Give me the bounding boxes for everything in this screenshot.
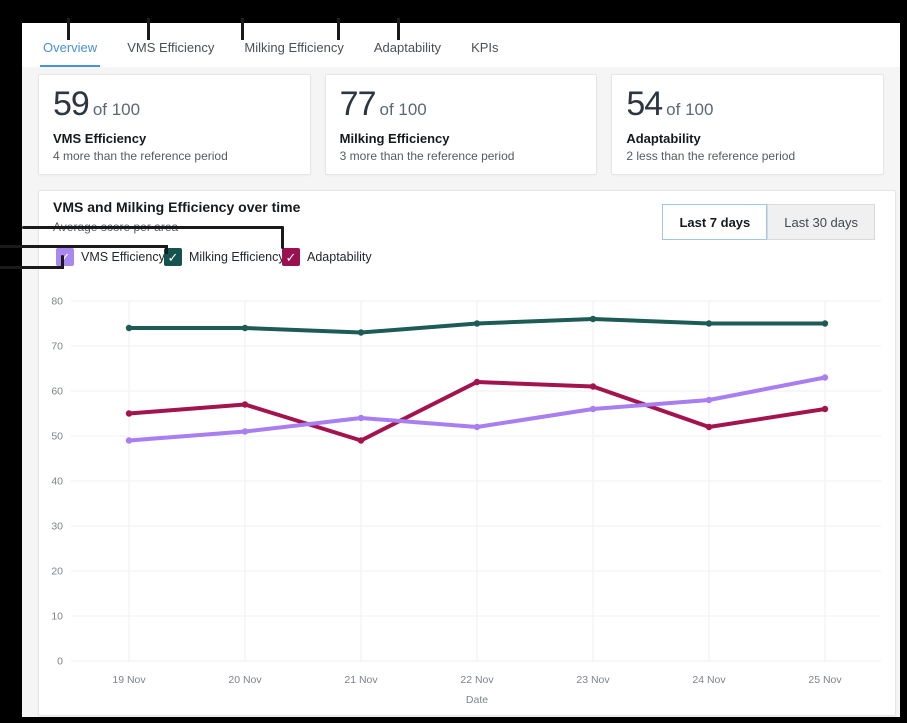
tab-adaptability[interactable]: Adaptability: [373, 39, 442, 55]
stat-value-row: 59 of 100: [53, 85, 296, 124]
data-point: [125, 410, 133, 417]
annotation-line-vms-h: [0, 266, 64, 269]
data-point: [473, 378, 481, 386]
y-tick-label: 50: [51, 431, 63, 443]
tab-milking-efficiency[interactable]: Milking Efficiency: [244, 39, 344, 55]
x-tick-label: 21 Nov: [344, 674, 378, 686]
chart-title: VMS and Milking Efficiency over time: [53, 199, 301, 215]
checkmark-icon: ✓: [285, 249, 297, 265]
stat-subtitle: 3 more than the reference period: [339, 149, 515, 163]
legend-label: VMS Efficiency: [81, 250, 165, 264]
legend-item-adaptability[interactable]: ✓ Adaptability: [282, 248, 372, 266]
x-axis-title: Date: [466, 694, 488, 706]
line-chart: 0 10 20 30 40 50 60 70 80 19 Nov 20 Nov 21 Nov 22 No…: [51, 296, 881, 706]
data-point: [821, 320, 829, 327]
checkmark-icon: ✓: [59, 249, 71, 265]
annotation-tick-vms-efficiency: [147, 18, 150, 40]
data-point: [125, 437, 133, 444]
tab-bar: Overview VMS Efficiency Milking Efficiency…: [22, 23, 900, 67]
data-point: [241, 324, 249, 332]
legend-item-milking-efficiency[interactable]: ✓ Milking Efficiency: [164, 248, 285, 266]
data-point: [357, 437, 365, 444]
annotation-line-milking-h: [0, 245, 168, 248]
stat-value: 77: [339, 85, 377, 123]
annotation-tick-milking-efficiency: [241, 18, 244, 40]
x-tick-label: 22 Nov: [460, 674, 494, 686]
stat-denominator: of 100: [92, 100, 141, 119]
annotation-line-milking-v: [165, 245, 168, 254]
x-tick-label: 23 Nov: [576, 674, 610, 686]
y-tick-label: 0: [57, 656, 63, 668]
data-point: [241, 428, 249, 435]
annotation-line-vms-v: [61, 255, 64, 269]
annotation-line-adaptability-v: [281, 226, 284, 249]
range-button-last-30-days[interactable]: Last 30 days: [767, 204, 875, 240]
date-range-toggle: Last 7 days Last 30 days: [662, 204, 875, 240]
y-tick-label: 40: [51, 476, 63, 488]
y-tick-label: 10: [51, 611, 63, 623]
data-point: [357, 329, 365, 336]
annotation-tick-adaptability: [337, 18, 340, 40]
x-tick-label: 24 Nov: [692, 674, 726, 686]
y-tick-label: 60: [51, 386, 63, 398]
stat-title: VMS Efficiency: [53, 131, 147, 146]
data-point: [589, 383, 597, 390]
stat-denominator: of 100: [379, 100, 427, 119]
annotation-tick-overview: [67, 18, 70, 40]
chart-card: VMS and Milking Efficiency over time Ave…: [38, 190, 896, 716]
data-point: [705, 396, 713, 404]
stat-value: 59: [53, 85, 90, 123]
stat-title: Adaptability: [626, 131, 701, 146]
data-point: [705, 320, 713, 327]
app-window: Overview VMS Efficiency Milking Efficiency…: [22, 23, 900, 717]
data-point: [473, 320, 481, 327]
data-point: [821, 405, 829, 413]
y-tick-label: 70: [51, 341, 63, 353]
x-tick-label: 20 Nov: [228, 674, 262, 686]
x-tick-label: 19 Nov: [112, 674, 146, 686]
data-point: [241, 401, 249, 408]
data-point: [357, 414, 365, 422]
data-point: [473, 423, 481, 431]
tab-vms-efficiency[interactable]: VMS Efficiency: [127, 39, 215, 55]
x-tick-label: 25 Nov: [808, 674, 842, 686]
stat-title: Milking Efficiency: [339, 131, 450, 146]
data-point: [705, 423, 713, 431]
y-tick-label: 30: [51, 521, 63, 533]
stat-card-milking-efficiency: 77 of 100 Milking Efficiency 3 more than th…: [324, 74, 598, 175]
data-point: [125, 324, 133, 332]
stat-card-adaptability: 54 of 100 Adaptability 2 less than the refe…: [611, 74, 885, 175]
data-point: [821, 374, 829, 381]
chart-legend: ✓ VMS Efficiency ✓ Milking Efficiency ✓ Adapt…: [39, 248, 895, 266]
data-point: [589, 405, 597, 413]
stat-subtitle: 2 less than the reference period: [626, 149, 796, 163]
range-button-last-7-days[interactable]: Last 7 days: [662, 204, 768, 240]
checkbox-milking-efficiency[interactable]: ✓: [164, 248, 182, 266]
stat-value-row: 54 of 100: [626, 85, 869, 124]
stat-subtitle: 4 more than the reference period: [53, 149, 228, 163]
annotation-tick-kpis: [397, 18, 400, 40]
checkbox-vms-efficiency[interactable]: ✓: [56, 248, 74, 266]
legend-item-vms-efficiency[interactable]: ✓ VMS Efficiency: [56, 248, 165, 266]
legend-label: Adaptability: [307, 250, 372, 264]
y-tick-label: 20: [51, 566, 63, 578]
tab-kpis[interactable]: KPIs: [471, 39, 499, 55]
checkmark-icon: ✓: [167, 249, 179, 265]
stat-card-vms-efficiency: 59 of 100 VMS Efficiency 4 more than the re…: [38, 74, 311, 175]
stat-value: 54: [626, 85, 663, 123]
checkbox-adaptability[interactable]: ✓: [282, 248, 300, 266]
legend-label: Milking Efficiency: [189, 250, 285, 264]
data-point: [589, 315, 597, 323]
stat-value-row: 77 of 100: [340, 85, 583, 124]
y-tick-label: 80: [51, 296, 63, 308]
annotation-line-adaptability-h: [22, 226, 284, 229]
tab-overview[interactable]: Overview: [40, 29, 101, 67]
stat-denominator: of 100: [666, 100, 714, 119]
stat-cards-row: 59 of 100 VMS Efficiency 4 more than the re…: [38, 74, 885, 175]
